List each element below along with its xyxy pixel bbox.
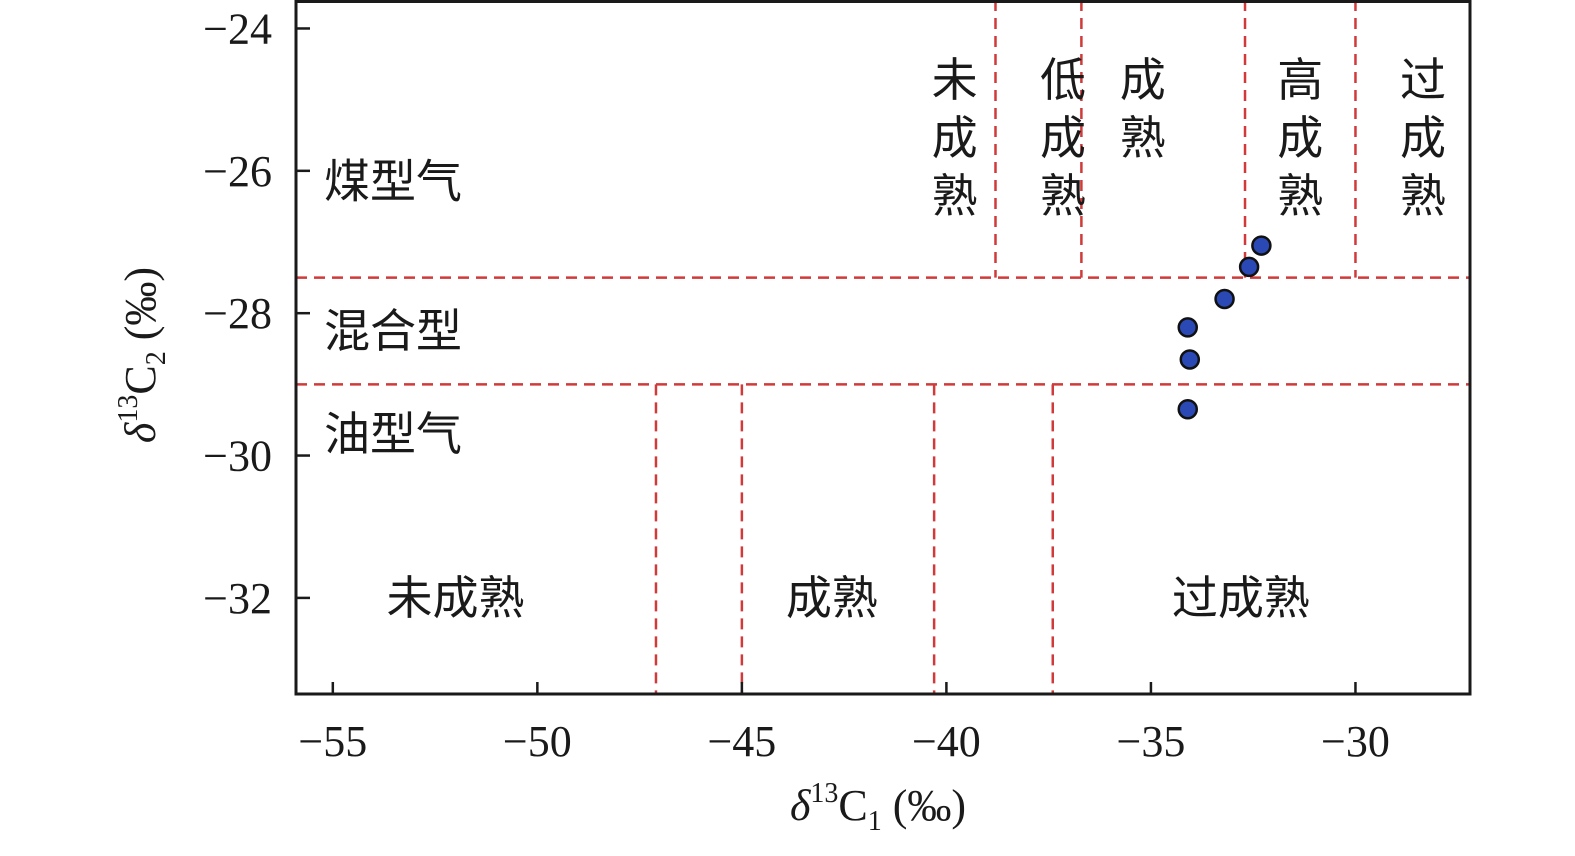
upper-maturity-char: 未 bbox=[932, 53, 978, 107]
lower-maturity-label-0: 未成熟 bbox=[387, 571, 525, 625]
data-point bbox=[1251, 235, 1272, 256]
upper-maturity-char: 低 bbox=[1040, 53, 1086, 107]
lower-maturity-label-2: 过成熟 bbox=[1172, 571, 1310, 625]
upper-maturity-label-0: 未成熟 bbox=[932, 53, 978, 223]
x-tick-label: −45 bbox=[707, 717, 776, 766]
y-axis-title-sup: 13 bbox=[113, 395, 144, 423]
x-axis-title-sub: 1 bbox=[868, 806, 882, 837]
upper-maturity-char: 熟 bbox=[932, 169, 978, 223]
upper-maturity-char: 成 bbox=[1040, 111, 1086, 165]
upper-maturity-char: 过 bbox=[1400, 53, 1446, 107]
upper-maturity-char: 熟 bbox=[1277, 169, 1323, 223]
x-axis-title-base: C bbox=[838, 781, 867, 830]
y-tick-label: −24 bbox=[203, 4, 272, 53]
y-axis-title: δ13C2 (‰) bbox=[113, 267, 172, 443]
plot-frame bbox=[294, 0, 1472, 696]
x-axis: −55 −50 −45 −40 −35 −30 bbox=[298, 682, 1390, 766]
gas-type-label-2: 油型气 bbox=[324, 407, 462, 461]
y-axis-title-sub: 2 bbox=[141, 351, 172, 365]
x-axis-title-unit: (‰) bbox=[882, 781, 966, 830]
upper-maturity-char: 成 bbox=[932, 111, 978, 165]
y-axis: −24 −26 −28 −30 −32 bbox=[203, 4, 310, 623]
region-boundaries bbox=[296, 0, 1470, 694]
lower-maturity-label-1: 成熟 bbox=[786, 571, 878, 625]
y-tick-label: −30 bbox=[203, 432, 272, 481]
data-point bbox=[1177, 317, 1198, 338]
data-points bbox=[1177, 235, 1272, 420]
upper-maturity-char: 熟 bbox=[1400, 169, 1446, 223]
x-tick-label: −55 bbox=[298, 717, 367, 766]
y-axis-title-base: C bbox=[116, 365, 165, 394]
upper-maturity-char: 高 bbox=[1277, 53, 1323, 107]
upper-maturity-char: 熟 bbox=[1120, 111, 1166, 165]
x-tick-label: −50 bbox=[503, 717, 572, 766]
y-tick-label: −32 bbox=[203, 574, 272, 623]
upper-maturity-char: 成 bbox=[1400, 111, 1446, 165]
upper-maturity-label-3: 高成熟 bbox=[1277, 53, 1323, 223]
data-point bbox=[1214, 288, 1235, 310]
x-tick-label: −30 bbox=[1321, 717, 1390, 766]
y-tick-label: −26 bbox=[203, 147, 272, 196]
upper-maturity-char: 成 bbox=[1120, 53, 1166, 107]
y-tick-label: −28 bbox=[203, 289, 272, 338]
gas-type-label-0: 煤型气 bbox=[324, 155, 462, 209]
upper-maturity-char: 熟 bbox=[1040, 169, 1086, 223]
upper-maturity-label-2: 成熟 bbox=[1120, 53, 1166, 165]
y-axis-title-delta: δ bbox=[116, 421, 165, 443]
data-point bbox=[1177, 399, 1198, 420]
x-tick-label: −40 bbox=[912, 717, 981, 766]
gas-type-label-1: 混合型 bbox=[324, 304, 462, 358]
x-axis-title: δ13C1 (‰) bbox=[790, 778, 966, 837]
data-point bbox=[1238, 256, 1260, 278]
x-axis-title-delta: δ bbox=[790, 781, 812, 830]
y-axis-title-unit: (‰) bbox=[116, 267, 165, 351]
data-point bbox=[1179, 349, 1201, 370]
x-tick-label: −35 bbox=[1117, 717, 1186, 766]
upper-maturity-label-4: 过成熟 bbox=[1400, 53, 1446, 223]
upper-maturity-char: 成 bbox=[1277, 111, 1323, 165]
x-axis-title-sup: 13 bbox=[810, 778, 838, 809]
upper-maturity-label-1: 低成熟 bbox=[1040, 53, 1086, 223]
